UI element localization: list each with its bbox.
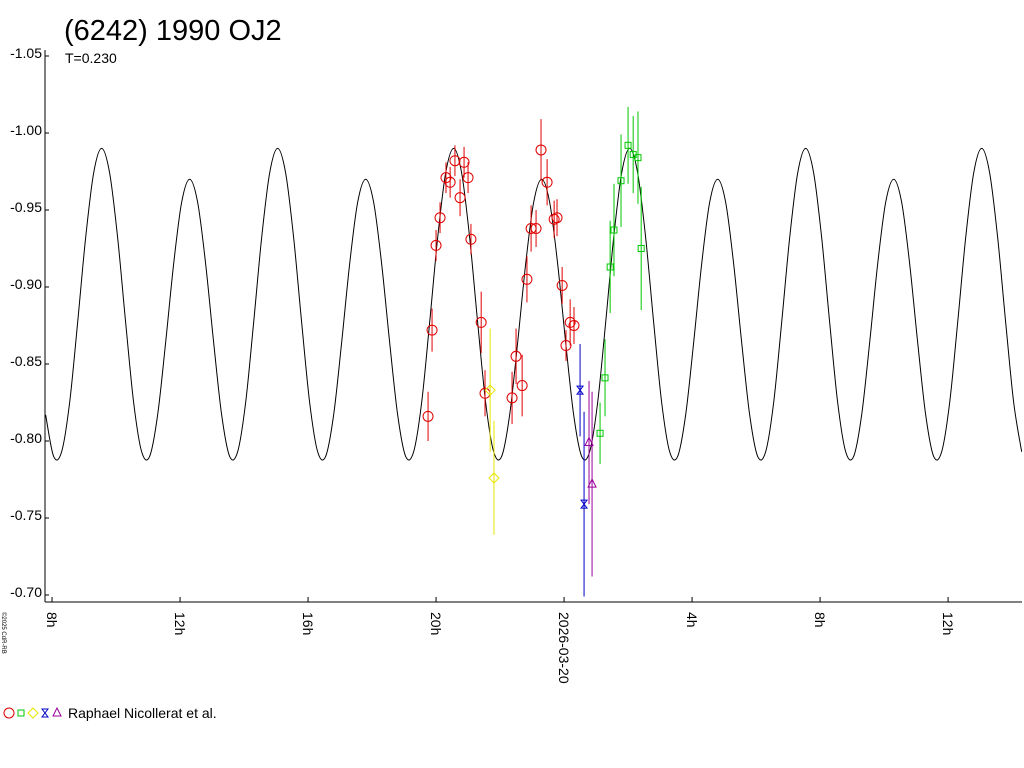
marker <box>458 156 470 168</box>
x-tick-label: 16h <box>300 612 316 635</box>
marker <box>541 176 553 188</box>
y-tick-label: -0.75 <box>10 507 42 523</box>
marker <box>462 172 474 184</box>
marker <box>606 263 614 271</box>
y-tick-label: -0.95 <box>10 199 42 215</box>
y-tick-label: -0.80 <box>10 430 42 446</box>
marker <box>434 212 446 224</box>
marker <box>484 384 496 396</box>
legend-label: Raphael Nicollerat et al. <box>68 705 217 721</box>
x-tick-label: 8h <box>44 612 60 628</box>
marker <box>530 222 542 234</box>
chart-title: (6242) 1990 OJ2 <box>64 15 282 47</box>
x-tick-label: 12h <box>172 612 188 635</box>
marker <box>564 316 576 328</box>
marker <box>422 410 434 422</box>
x-tick-label: 20h <box>428 612 444 635</box>
marker <box>449 155 461 167</box>
marker <box>454 192 466 204</box>
x-tick-label: 8h <box>812 612 828 628</box>
x-tick-label: 2026-03-20 <box>556 612 572 684</box>
marker <box>465 233 477 245</box>
marker <box>52 706 62 717</box>
marker <box>551 212 563 224</box>
y-tick-label: -0.90 <box>10 276 42 292</box>
marker <box>3 707 15 719</box>
marker <box>516 380 528 392</box>
y-tick-label: -1.00 <box>10 122 42 138</box>
y-tick-label: -1.05 <box>10 45 42 61</box>
marker <box>587 478 597 488</box>
model-curve <box>45 147 1022 461</box>
marker <box>576 385 585 395</box>
marker <box>596 429 604 437</box>
marker <box>560 340 572 352</box>
marker <box>506 392 518 404</box>
marker <box>27 707 39 719</box>
marker <box>568 320 580 331</box>
marker <box>41 708 49 718</box>
legend <box>3 706 62 719</box>
marker <box>521 273 533 285</box>
x-tick-label: 12h <box>940 612 956 635</box>
marker <box>580 499 589 509</box>
marker <box>634 154 642 162</box>
marker <box>488 472 500 484</box>
marker <box>617 177 625 185</box>
marker <box>17 709 25 717</box>
marker <box>510 350 522 362</box>
chart-subtitle: T=0.230 <box>65 50 117 66</box>
marker <box>610 226 618 234</box>
y-tick-label: -0.70 <box>10 584 42 600</box>
marker <box>584 436 594 447</box>
marker <box>624 141 632 149</box>
marker <box>556 279 568 291</box>
marker <box>535 144 547 156</box>
marker <box>475 316 487 328</box>
marker <box>601 374 609 382</box>
marker <box>430 239 442 251</box>
marker <box>548 213 560 225</box>
y-tick-label: -0.85 <box>10 353 42 369</box>
x-tick-label: 4h <box>684 612 700 628</box>
marks <box>422 106 645 597</box>
copyright: ©2025 CdR-RB <box>0 612 7 654</box>
plot-area <box>45 147 1022 461</box>
marker <box>637 245 645 252</box>
marker <box>426 324 438 336</box>
marker <box>444 176 456 188</box>
